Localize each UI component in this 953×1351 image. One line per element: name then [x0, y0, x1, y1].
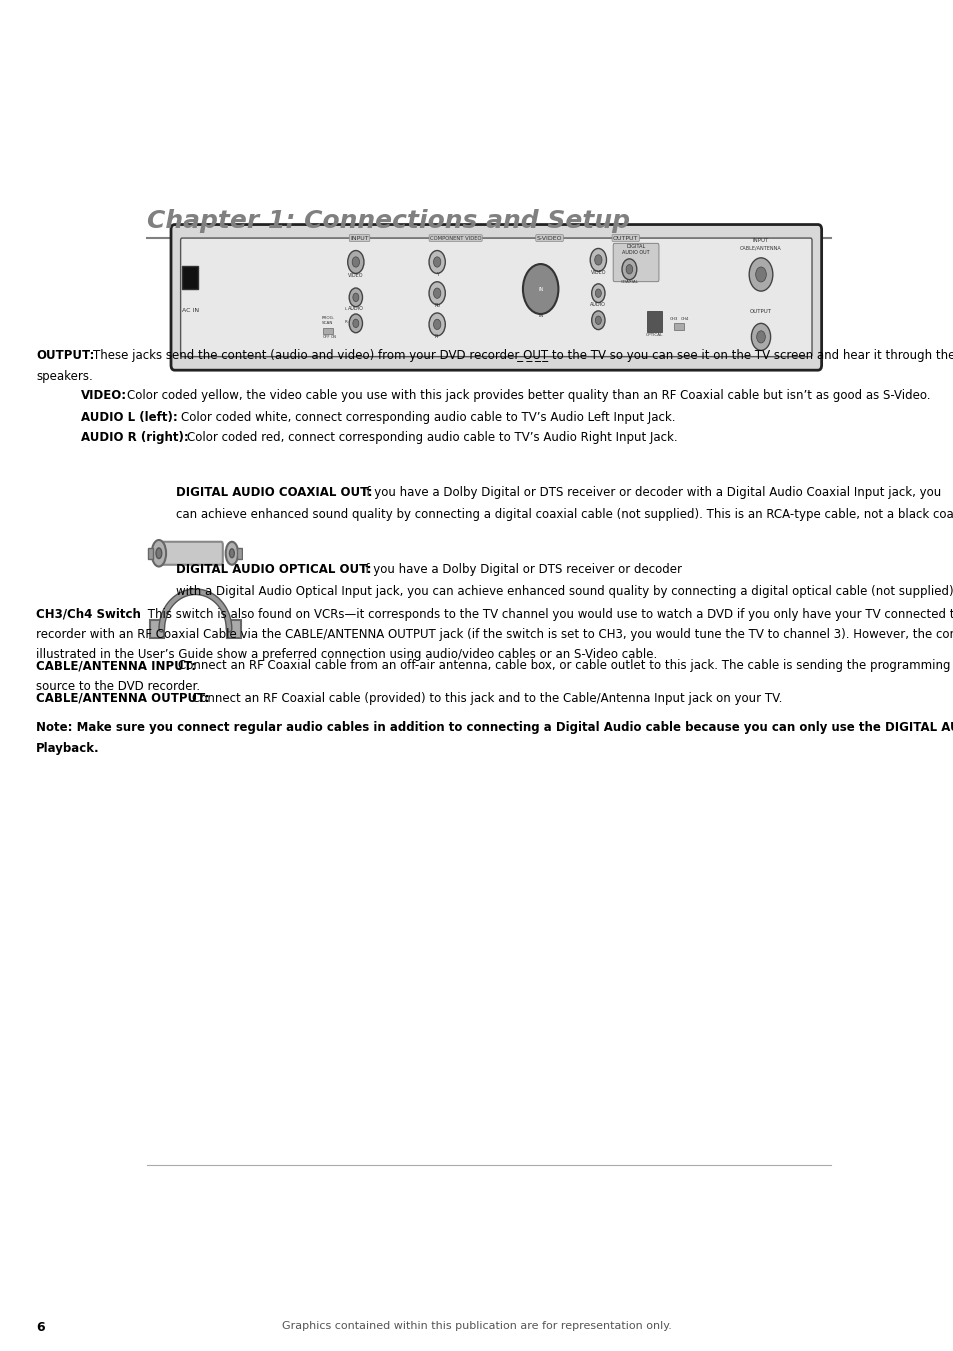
- Text: L: L: [345, 307, 347, 311]
- Text: S-VIDEO: S-VIDEO: [537, 235, 561, 240]
- Text: IN: IN: [537, 313, 543, 317]
- Text: with a Digital Audio Optical Input jack, you can achieve enhanced sound quality : with a Digital Audio Optical Input jack,…: [176, 585, 953, 598]
- Circle shape: [595, 289, 600, 297]
- Text: If you have a Dolby Digital or DTS receiver or decoder: If you have a Dolby Digital or DTS recei…: [361, 563, 680, 577]
- Text: Color coded white, connect corresponding audio cable to TV’s Audio Left Input Ja: Color coded white, connect corresponding…: [181, 411, 675, 424]
- Text: AUDIO: AUDIO: [348, 305, 363, 311]
- Text: AUDIO R (right):: AUDIO R (right):: [81, 431, 189, 444]
- Text: DIGITAL
AUDIO OUT: DIGITAL AUDIO OUT: [621, 245, 649, 255]
- Circle shape: [433, 319, 440, 330]
- Text: CH3: CH3: [669, 317, 678, 322]
- Circle shape: [625, 265, 632, 274]
- Text: Note: Make sure you connect regular audio cables in addition to connecting a Dig: Note: Make sure you connect regular audi…: [36, 721, 953, 735]
- Text: Pb: Pb: [434, 303, 439, 308]
- Circle shape: [352, 257, 359, 267]
- Text: AC IN: AC IN: [181, 308, 198, 313]
- Text: source to the DVD recorder.: source to the DVD recorder.: [36, 680, 200, 693]
- Text: Y: Y: [436, 272, 438, 277]
- Circle shape: [347, 250, 364, 273]
- Circle shape: [755, 267, 765, 282]
- Circle shape: [590, 249, 606, 272]
- Text: PROG.
SCAN: PROG. SCAN: [321, 316, 334, 324]
- Circle shape: [353, 319, 358, 327]
- Text: CH4: CH4: [679, 317, 688, 322]
- Circle shape: [429, 282, 445, 304]
- Text: CH3/Ch4 Switch: CH3/Ch4 Switch: [36, 608, 141, 621]
- Text: OUTPUT: OUTPUT: [749, 309, 771, 313]
- Circle shape: [433, 257, 440, 267]
- Text: AUDIO L (left):: AUDIO L (left):: [81, 411, 177, 424]
- Text: CABLE/ANTENNA: CABLE/ANTENNA: [740, 246, 781, 250]
- Text: R: R: [344, 320, 347, 324]
- Text: This switch is also found on VCRs—it corresponds to the TV channel you would use: This switch is also found on VCRs—it cor…: [144, 608, 953, 621]
- Text: can achieve enhanced sound quality by connecting a digital coaxial cable (not su: can achieve enhanced sound quality by co…: [176, 508, 953, 521]
- Text: OUTPUT:: OUTPUT:: [36, 349, 94, 362]
- Text: Connect an RF Coaxial cable from an off-air antenna, cable box, or cable outlet : Connect an RF Coaxial cable from an off-…: [178, 659, 953, 673]
- Text: VIDEO: VIDEO: [348, 273, 363, 277]
- Circle shape: [591, 311, 604, 330]
- Text: Playback.: Playback.: [36, 742, 100, 755]
- Text: COAXIAL: COAXIAL: [619, 280, 638, 284]
- Circle shape: [591, 284, 604, 303]
- Text: COMPONENT VIDEO: COMPONENT VIDEO: [430, 235, 481, 240]
- Circle shape: [349, 313, 362, 332]
- Bar: [646, 311, 661, 332]
- Text: INPUT: INPUT: [752, 238, 768, 243]
- Text: Color coded red, connect corresponding audio cable to TV’s Audio Right Input Jac: Color coded red, connect corresponding a…: [187, 431, 677, 444]
- Circle shape: [594, 255, 601, 265]
- Text: OUTPUT: OUTPUT: [613, 235, 638, 240]
- Text: If you have a Dolby Digital or DTS receiver or decoder with a Digital Audio Coax: If you have a Dolby Digital or DTS recei…: [363, 486, 941, 500]
- Text: These jacks send the content (audio and video) from your DVD recorder ̲O̲U̲T̲ to: These jacks send the content (audio and …: [93, 349, 953, 362]
- Text: speakers.: speakers.: [36, 370, 92, 384]
- Text: Color coded yellow, the video cable you use with this jack provides better quali: Color coded yellow, the video cable you …: [127, 389, 929, 403]
- Bar: [673, 323, 683, 330]
- Text: VIDEO:: VIDEO:: [81, 389, 127, 403]
- Text: OFF: OFF: [322, 335, 330, 339]
- Text: Pr: Pr: [435, 334, 439, 339]
- Circle shape: [751, 323, 770, 350]
- Text: DIGITAL AUDIO OPTICAL OUT:: DIGITAL AUDIO OPTICAL OUT:: [176, 563, 372, 577]
- FancyBboxPatch shape: [613, 243, 659, 282]
- Circle shape: [522, 263, 558, 313]
- Circle shape: [429, 250, 445, 273]
- Text: 6: 6: [36, 1321, 45, 1335]
- Circle shape: [748, 258, 772, 290]
- Text: CABLE/ANTENNA OUTPUT:: CABLE/ANTENNA OUTPUT:: [36, 692, 210, 705]
- Text: VIDEO: VIDEO: [590, 270, 605, 276]
- Text: Connect an RF Coaxial cable (provided) to this jack and to the Cable/Antenna Inp: Connect an RF Coaxial cable (provided) t…: [192, 692, 781, 705]
- Circle shape: [429, 313, 445, 336]
- Circle shape: [349, 288, 362, 307]
- Text: ON: ON: [331, 335, 336, 339]
- Circle shape: [756, 331, 764, 343]
- Text: CABLE/ANTENNA INPUT:: CABLE/ANTENNA INPUT:: [36, 659, 196, 673]
- FancyBboxPatch shape: [180, 238, 811, 357]
- Text: recorder with an RF Coaxial Cable via the CABLE/ANTENNA OUTPUT jack (if the swit: recorder with an RF Coaxial Cable via th…: [36, 628, 953, 642]
- Text: INPUT: INPUT: [350, 235, 369, 240]
- Text: OPTICAL: OPTICAL: [645, 332, 662, 336]
- Text: AUDIO: AUDIO: [590, 301, 606, 307]
- Circle shape: [353, 293, 358, 301]
- FancyBboxPatch shape: [171, 224, 821, 370]
- Text: Graphics contained within this publication are for representation only.: Graphics contained within this publicati…: [282, 1321, 671, 1331]
- Circle shape: [621, 259, 636, 280]
- Bar: [322, 327, 333, 334]
- Text: Chapter 1: Connections and Setup: Chapter 1: Connections and Setup: [147, 209, 630, 232]
- Bar: [182, 266, 198, 289]
- Text: illustrated in the User’s Guide show a preferred connection using audio/video ca: illustrated in the User’s Guide show a p…: [36, 648, 657, 662]
- Text: IN: IN: [537, 286, 543, 292]
- Circle shape: [595, 316, 600, 324]
- Circle shape: [433, 288, 440, 299]
- Text: DIGITAL AUDIO COAXIAL OUT:: DIGITAL AUDIO COAXIAL OUT:: [176, 486, 373, 500]
